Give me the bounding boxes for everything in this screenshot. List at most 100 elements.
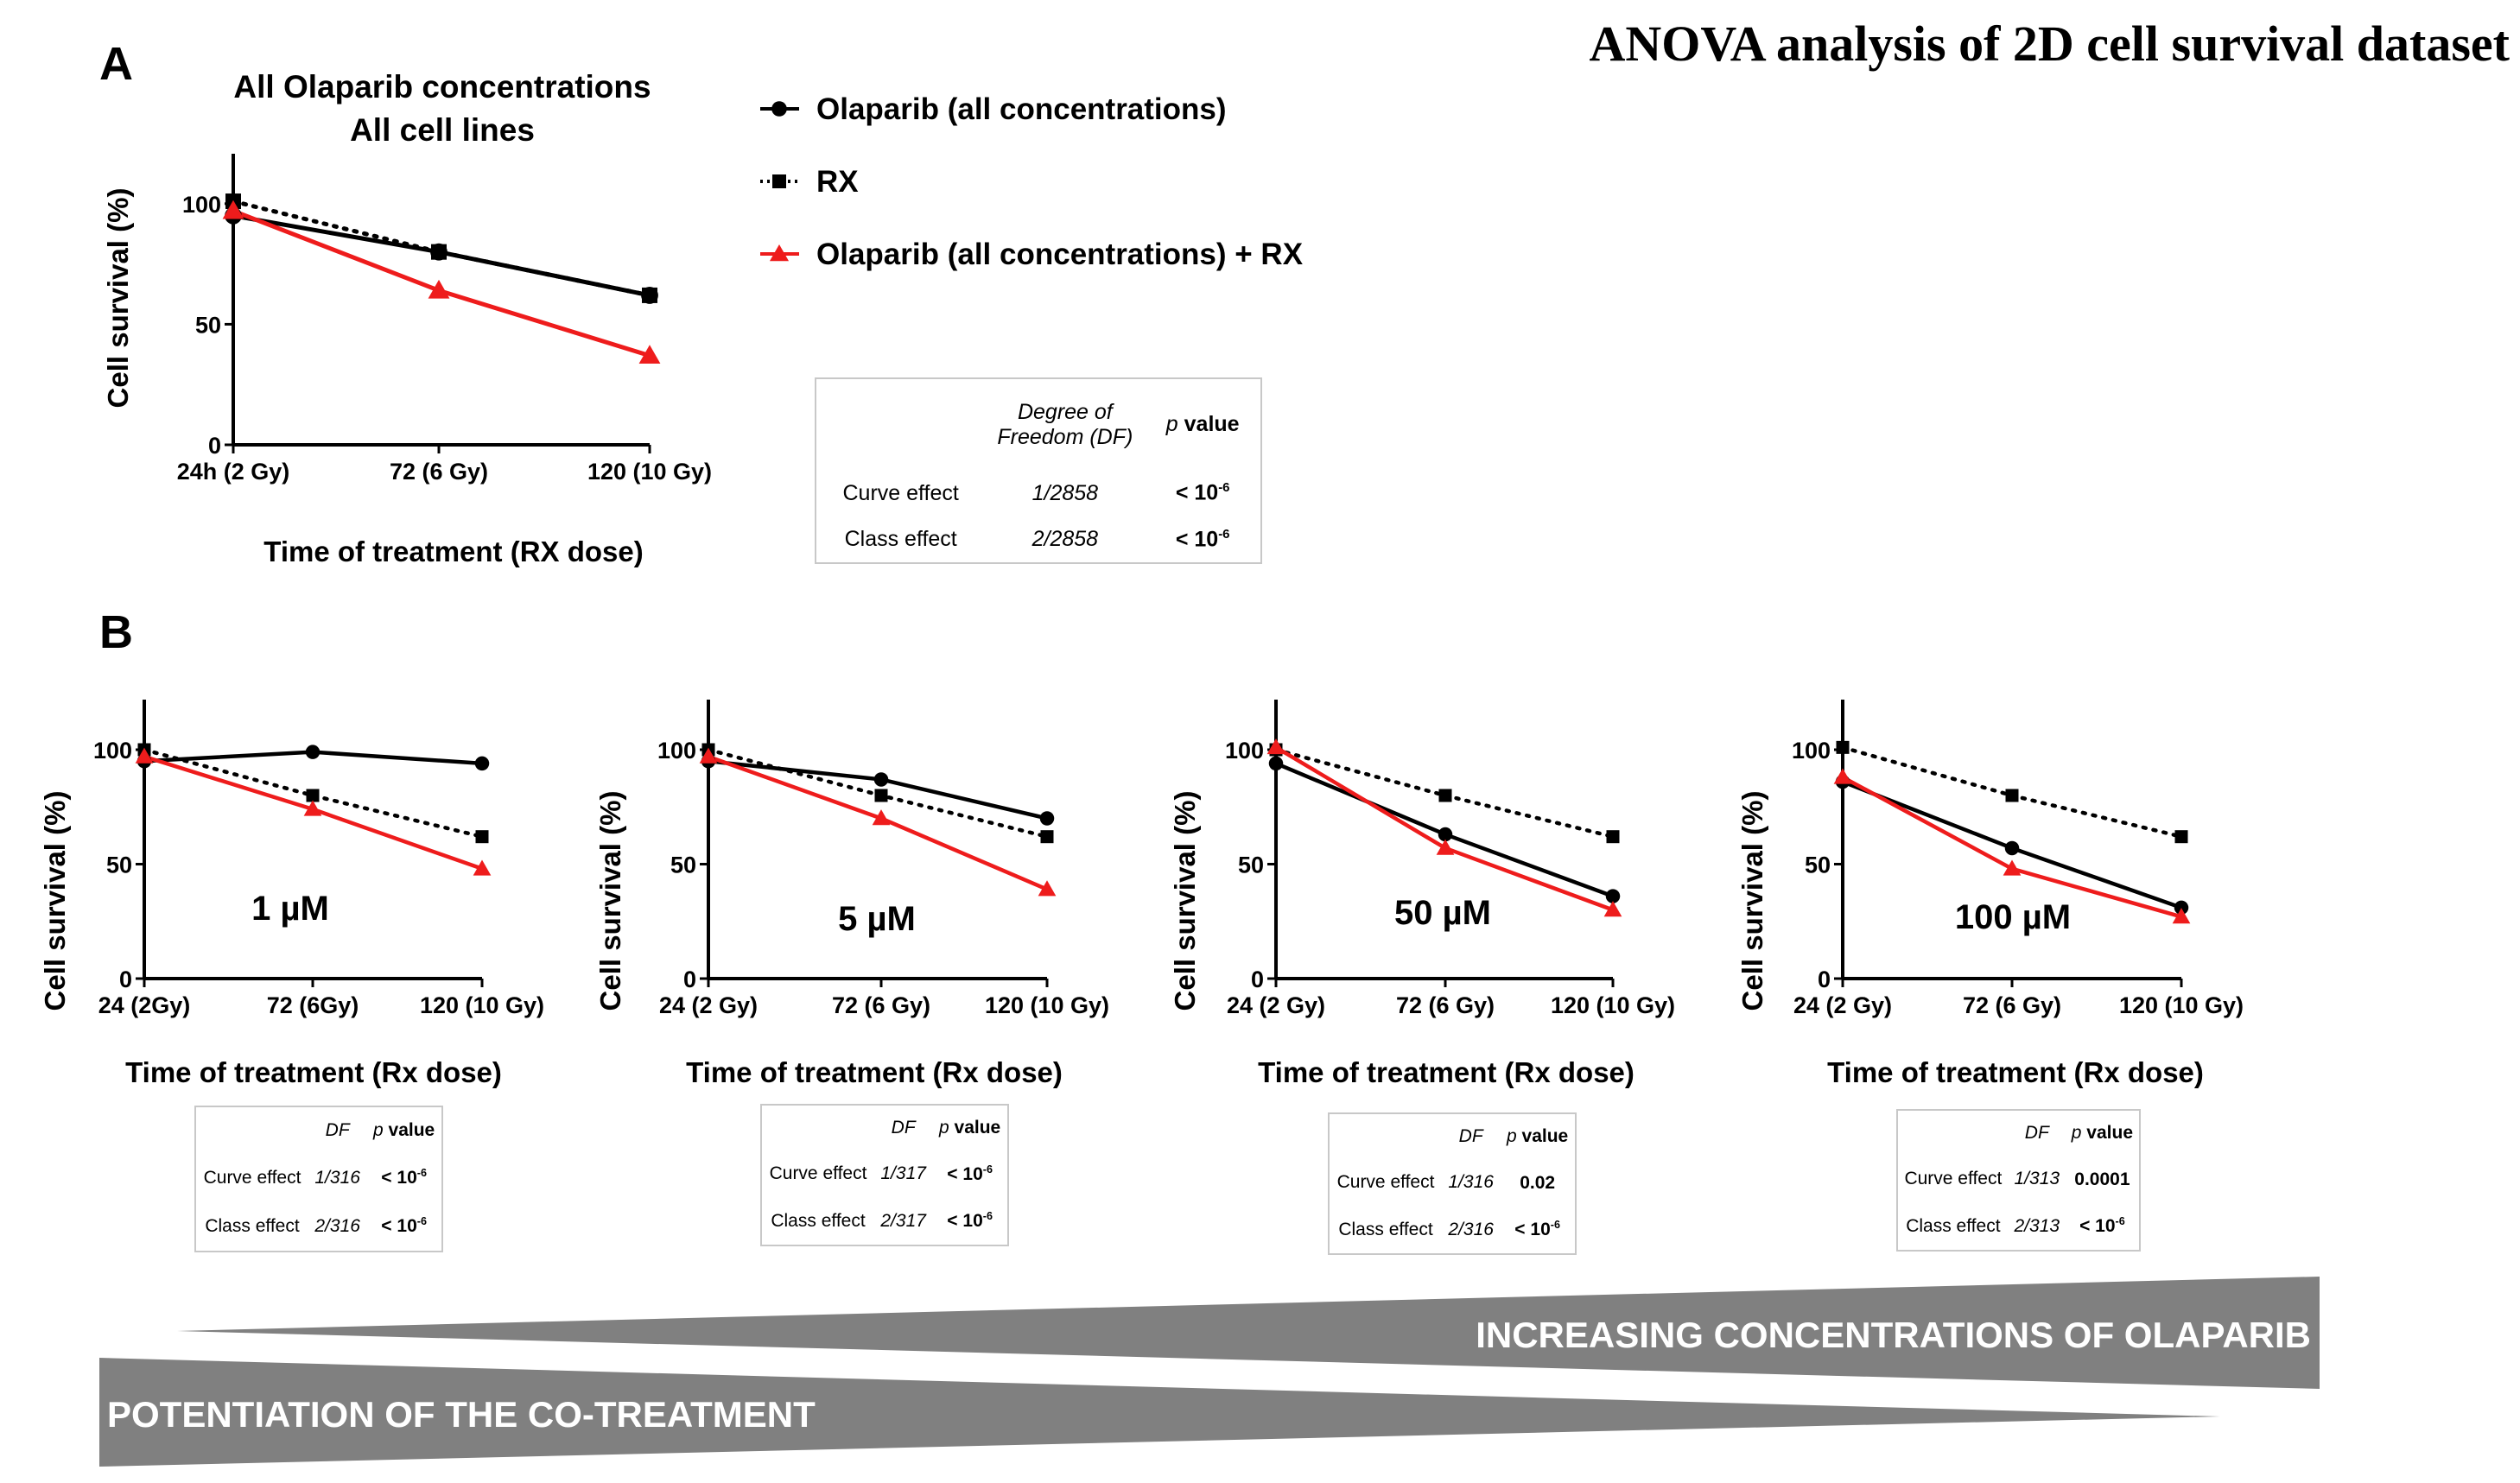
data-point-s0-1 xyxy=(873,772,889,787)
banner-increasing-text: INCREASING CONCENTRATIONS OF OLAPARIB xyxy=(1476,1315,2311,1355)
stats-table-5uM: DF p value Curve effect 1/317 < 10-6 Class … xyxy=(760,1104,1009,1246)
data-point-s1-1 xyxy=(431,244,447,260)
data-point-s1-2 xyxy=(2174,830,2188,844)
y-axis-label: Cell survival (%) xyxy=(1169,791,1201,1011)
data-point-s2-2 xyxy=(2172,908,2191,924)
p-value: < 10-6 xyxy=(1175,526,1230,551)
data-point-s2-0 xyxy=(1833,768,1852,784)
data-point-s1-0 xyxy=(1836,740,1850,754)
y-axis-label: Cell survival (%) xyxy=(594,791,626,1011)
legend-marker-1 xyxy=(772,174,786,188)
data-point-s2-2 xyxy=(638,345,661,364)
table-row: Class effect 2/316 < 10-6 xyxy=(205,1215,427,1237)
data-point-s1-1 xyxy=(1438,789,1452,802)
y-tick-label: 50 xyxy=(195,312,221,338)
x-axis-label: Time of treatment (Rx dose) xyxy=(1258,1056,1635,1088)
table-row: Class effect 2/2858 < 10-6 xyxy=(816,517,1260,562)
table-row: Curve effect 1/316 0.02 xyxy=(1336,1172,1556,1193)
y-tick-label: 50 xyxy=(1238,852,1264,878)
y-tick-label: 50 xyxy=(1805,852,1831,878)
banner-potentiation xyxy=(99,1358,2220,1467)
legend-label-1: RX xyxy=(816,165,859,199)
data-point-s2-1 xyxy=(428,279,450,299)
x-tick-label: 72 (6Gy) xyxy=(267,992,359,1018)
x-axis-label: Time of treatment (Rx dose) xyxy=(1827,1056,2204,1088)
y-tick-label: 0 xyxy=(208,433,221,459)
panel-label-b: B xyxy=(99,606,133,658)
chart-title-line: All Olaparib concentrations xyxy=(233,69,651,105)
y-tick-label: 0 xyxy=(1818,966,1831,992)
data-point-s1-2 xyxy=(1040,830,1054,844)
stats-table-100uM: DF p value Curve effect 1/313 0.0001 Class … xyxy=(1896,1109,2141,1252)
x-tick-label: 72 (6 Gy) xyxy=(390,459,488,485)
row-label: Curve effect xyxy=(842,480,959,505)
data-point-s2-2 xyxy=(1603,901,1622,917)
data-point-s1-1 xyxy=(874,789,888,802)
y-tick-label: 100 xyxy=(93,738,132,764)
y-tick-label: 100 xyxy=(1225,738,1264,764)
x-tick-label: 120 (10 Gy) xyxy=(420,992,544,1018)
col-p-header: p value xyxy=(1165,412,1240,437)
table-row: Curve effect 1/313 0.0001 xyxy=(1904,1169,2130,1189)
y-tick-label: 50 xyxy=(670,852,696,878)
table-row: Curve effect 1/316 < 10-6 xyxy=(203,1167,427,1188)
stats-table-50uM: DF p value Curve effect 1/316 0.02 Class ef… xyxy=(1328,1112,1577,1255)
y-tick-label: 0 xyxy=(1251,966,1264,992)
data-point-s0-2 xyxy=(1039,811,1055,826)
x-tick-label: 24 (2 Gy) xyxy=(659,992,758,1018)
x-tick-label: 120 (10 Gy) xyxy=(985,992,1109,1018)
data-point-s0-0 xyxy=(1268,756,1284,771)
banner-potentiation-text: POTENTIATION OF THE CO-TREATMENT xyxy=(107,1394,816,1435)
table-row: Curve effect 1/2858 < 10-6 xyxy=(816,470,1260,516)
legend-marker-2 xyxy=(769,244,790,262)
concentration-label: 100 µM xyxy=(1955,898,2071,936)
figure-title: ANOVA analysis of 2D cell survival datas… xyxy=(1589,16,2510,72)
chart-5uM: 0 50 100 24 (2 Gy) 72 (6 Gy) 120 (10 Gy) Time … xyxy=(594,700,1109,1088)
data-point-s0-2 xyxy=(1605,889,1621,903)
x-tick-label: 120 (10 Gy) xyxy=(1551,992,1675,1018)
concentration-label: 1 µM xyxy=(251,890,329,928)
y-axis-label: Cell survival (%) xyxy=(102,188,134,409)
table-row: Class effect 2/313 < 10-6 xyxy=(1906,1215,2125,1237)
data-point-s0-1 xyxy=(1438,827,1453,842)
y-axis-label: Cell survival (%) xyxy=(1736,791,1768,1011)
stats-table-main: Degree of Freedom (DF) p value Curve eff… xyxy=(815,377,1262,564)
df-value: 1/2858 xyxy=(1031,480,1099,505)
x-tick-label: 72 (6 Gy) xyxy=(1963,992,2061,1018)
table-row: Curve effect 1/317 < 10-6 xyxy=(769,1163,993,1184)
x-tick-label: 24h (2 Gy) xyxy=(177,459,290,485)
x-tick-label: 72 (6 Gy) xyxy=(832,992,930,1018)
legend-label-0: Olaparib (all concentrations) xyxy=(816,92,1227,126)
x-tick-label: 120 (10 Gy) xyxy=(587,459,712,485)
x-tick-label: 72 (6 Gy) xyxy=(1396,992,1495,1018)
panel-label-a: A xyxy=(99,38,133,90)
data-point-s2-1 xyxy=(2003,859,2022,876)
data-point-s2-1 xyxy=(303,800,322,816)
data-point-s1-1 xyxy=(306,789,320,802)
chart-title-line: All cell lines xyxy=(350,112,535,148)
table-row: Class effect 2/316 < 10-6 xyxy=(1338,1219,1560,1240)
y-tick-label: 100 xyxy=(657,738,696,764)
data-point-s2-0 xyxy=(699,747,718,764)
y-tick-label: 0 xyxy=(119,966,132,992)
data-point-s1-2 xyxy=(642,287,657,303)
data-point-s2-0 xyxy=(1266,738,1285,755)
data-point-s0-1 xyxy=(305,745,321,759)
stats-table-1uM: DF p value Curve effect 1/316 < 10-6 Class … xyxy=(194,1106,443,1252)
col-df-header: Degree of Freedom (DF) xyxy=(997,399,1133,449)
data-point-s2-1 xyxy=(1436,839,1455,855)
chart-50uM: 0 50 100 24 (2 Gy) 72 (6 Gy) 120 (10 Gy) Time … xyxy=(1169,700,1675,1088)
x-tick-label: 24 (2Gy) xyxy=(98,992,191,1018)
x-axis-label: Time of treatment (RX dose) xyxy=(263,536,643,567)
data-point-s0-2 xyxy=(2174,900,2189,916)
data-point-s2-1 xyxy=(872,809,891,826)
legend: Olaparib (all concentrations) RX Olaparib … xyxy=(760,92,1304,271)
concentration-label: 5 µM xyxy=(838,900,916,938)
p-value: < 10-6 xyxy=(1175,480,1230,505)
data-point-s2-0 xyxy=(135,747,154,764)
y-tick-label: 0 xyxy=(683,966,696,992)
x-tick-label: 120 (10 Gy) xyxy=(2119,992,2244,1018)
data-point-s1-2 xyxy=(475,830,489,844)
chart-all-concentrations: 0 50 100 24h (2 Gy) 72 (6 Gy) 120 (10 Gy) Time… xyxy=(102,69,712,567)
